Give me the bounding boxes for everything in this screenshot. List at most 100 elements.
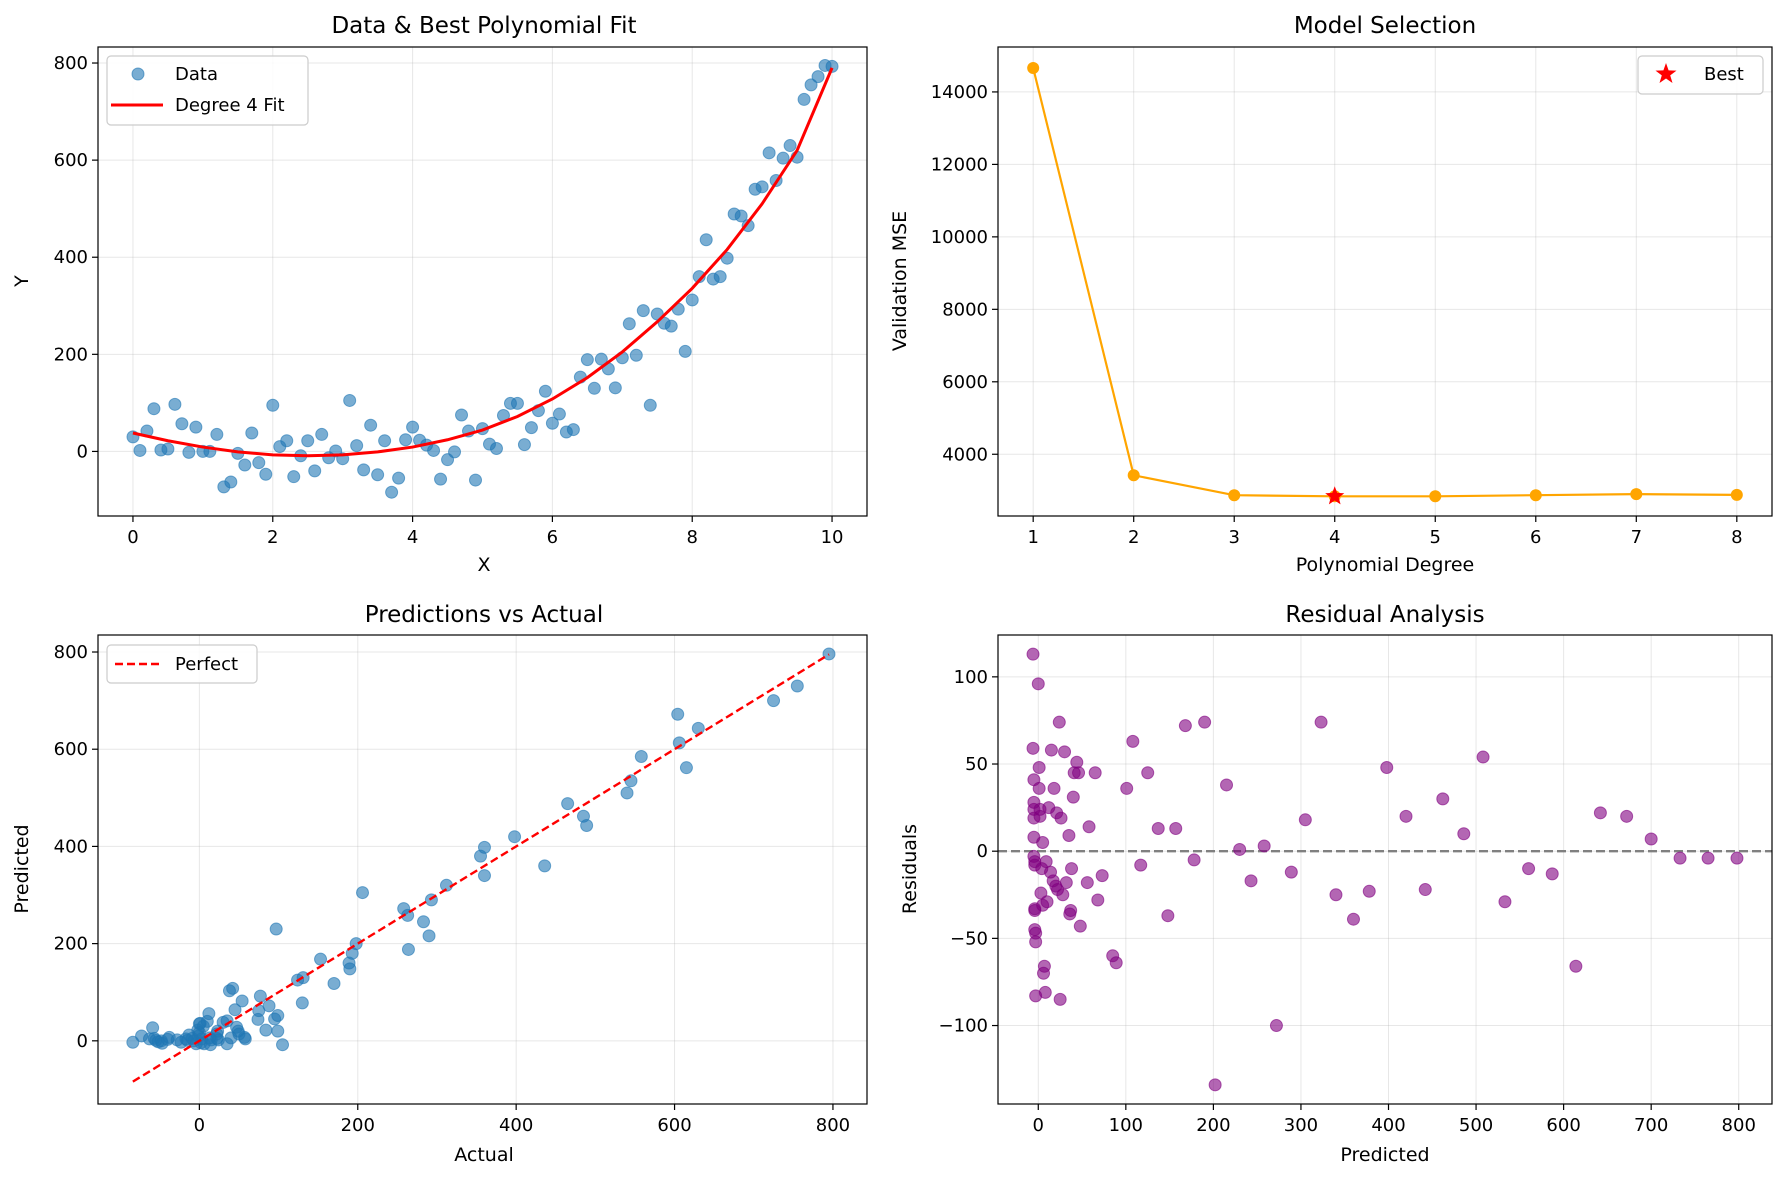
y-tick-label: 100	[954, 667, 988, 688]
ticks-data-fit: 0 2 4 6 8 10 0 200 400 600 800	[54, 53, 844, 548]
y-tick-label: 14000	[931, 82, 988, 103]
x-tick-label: 800	[1722, 1115, 1756, 1136]
scatter-point	[1220, 778, 1234, 792]
scatter-point	[266, 398, 280, 412]
legend-data-fit: Data Degree 4 Fit	[106, 55, 309, 126]
scatter-point	[1178, 719, 1192, 733]
scatter-point	[1457, 827, 1471, 841]
best-star-marker	[1325, 486, 1345, 505]
x-tick-label: 200	[341, 1115, 375, 1136]
grid-model-selection	[998, 47, 1772, 516]
mse-point	[1127, 469, 1140, 482]
x-tick-label: 5	[1430, 527, 1441, 548]
ylabel-data-fit: Y	[11, 275, 33, 288]
scatter-point	[804, 78, 818, 92]
xlabel-residuals: Predicted	[1340, 1144, 1429, 1166]
legend-box	[1637, 55, 1764, 95]
panel-data-fit: Data & Best Polynomial Fit 0 2 4 6 8 10 0 200 40…	[11, 13, 868, 576]
scatter-point	[315, 427, 329, 441]
scatter-point	[622, 317, 636, 331]
scatter-point	[1070, 755, 1084, 769]
scatter-point	[1569, 959, 1583, 973]
series-line	[132, 67, 834, 458]
scatter-point	[356, 886, 370, 900]
x-tick-label: 3	[1228, 527, 1239, 548]
scatter-point	[378, 434, 392, 448]
scatter-point	[1298, 813, 1312, 827]
scatter-point	[1095, 869, 1109, 883]
scatter-point	[691, 721, 705, 735]
scatter-point	[797, 92, 811, 106]
scatter-point	[1644, 832, 1658, 846]
xlabel-predictions: Actual	[454, 1144, 514, 1166]
series-line	[1032, 67, 1737, 498]
scatter-point	[552, 407, 566, 421]
scatter-point	[1053, 992, 1067, 1006]
scatter-point	[210, 427, 224, 441]
x-tick-label: 500	[1459, 1115, 1493, 1136]
legend-data-label: Data	[175, 64, 218, 85]
scatter-point	[1257, 839, 1271, 853]
scatter-point	[671, 707, 685, 721]
scatter-point	[133, 443, 147, 457]
scatter-point	[1233, 842, 1247, 856]
xlabel-data-fit: X	[477, 554, 490, 576]
scatter-point	[1269, 1019, 1283, 1033]
scatter-point	[1198, 715, 1212, 729]
scatter-point	[434, 472, 448, 486]
scatter-point	[343, 962, 357, 976]
scatter-point	[1418, 883, 1432, 897]
scatter-point	[224, 475, 238, 489]
scatter-point	[259, 1023, 273, 1037]
scatter-point	[287, 470, 301, 484]
title-data-fit: Data & Best Polynomial Fit	[331, 13, 636, 39]
scatter-point	[566, 423, 580, 437]
scatter-point	[1065, 862, 1079, 876]
scatter-point	[643, 398, 657, 412]
scatter-point	[392, 471, 406, 485]
scatter-point	[664, 319, 678, 333]
scatter-point	[427, 443, 441, 457]
scatter-point	[1476, 750, 1490, 764]
scatter-point	[1031, 677, 1045, 691]
scatter-point	[252, 456, 266, 470]
scatter-point	[1701, 851, 1715, 865]
scatter-point	[776, 151, 790, 165]
scatter-point	[524, 421, 538, 435]
panel-model-selection: Model Selection 1 2 3 4 5 6 7 8 4000 6000 8000 1000…	[889, 13, 1773, 576]
legend-data-marker	[131, 67, 145, 81]
scatter-point	[1314, 715, 1328, 729]
scatter-point	[364, 418, 378, 432]
x-tick-label: 6	[1530, 527, 1541, 548]
perfect-reference-line	[132, 653, 830, 1083]
scatter-point	[1120, 781, 1134, 795]
scatter-point	[175, 417, 189, 431]
scatter-point	[1047, 781, 1061, 795]
scatter-point	[510, 396, 524, 410]
scatter-point	[271, 1024, 285, 1038]
mse-point	[1529, 489, 1542, 502]
scatter-point	[350, 439, 364, 453]
scatter-point	[1620, 809, 1634, 823]
y-tick-label: 0	[77, 1031, 88, 1052]
scatter-point	[1109, 956, 1123, 970]
marks-model-selection	[1027, 62, 1743, 505]
scatter-point	[1032, 761, 1046, 775]
scatter-point	[1052, 715, 1066, 729]
scatter-point	[679, 761, 693, 775]
scatter-point	[308, 464, 322, 478]
scatter-point	[561, 797, 575, 811]
scatter-point	[385, 485, 399, 499]
scatter-point	[1208, 1078, 1222, 1092]
y-tick-label: 6000	[942, 372, 988, 393]
scatter-point	[422, 929, 436, 943]
axes-frame-data-fit	[97, 46, 868, 517]
ticks-model-selection: 1 2 3 4 5 6 7 8 4000 6000 8000 10000 12000 14000	[931, 82, 1743, 548]
y-tick-label: 10000	[931, 227, 988, 248]
scatter-point	[767, 694, 781, 708]
scatter-point	[189, 420, 203, 434]
y-tick-label: 400	[54, 836, 88, 857]
scatter-point	[580, 353, 594, 367]
scatter-point	[1026, 647, 1040, 661]
